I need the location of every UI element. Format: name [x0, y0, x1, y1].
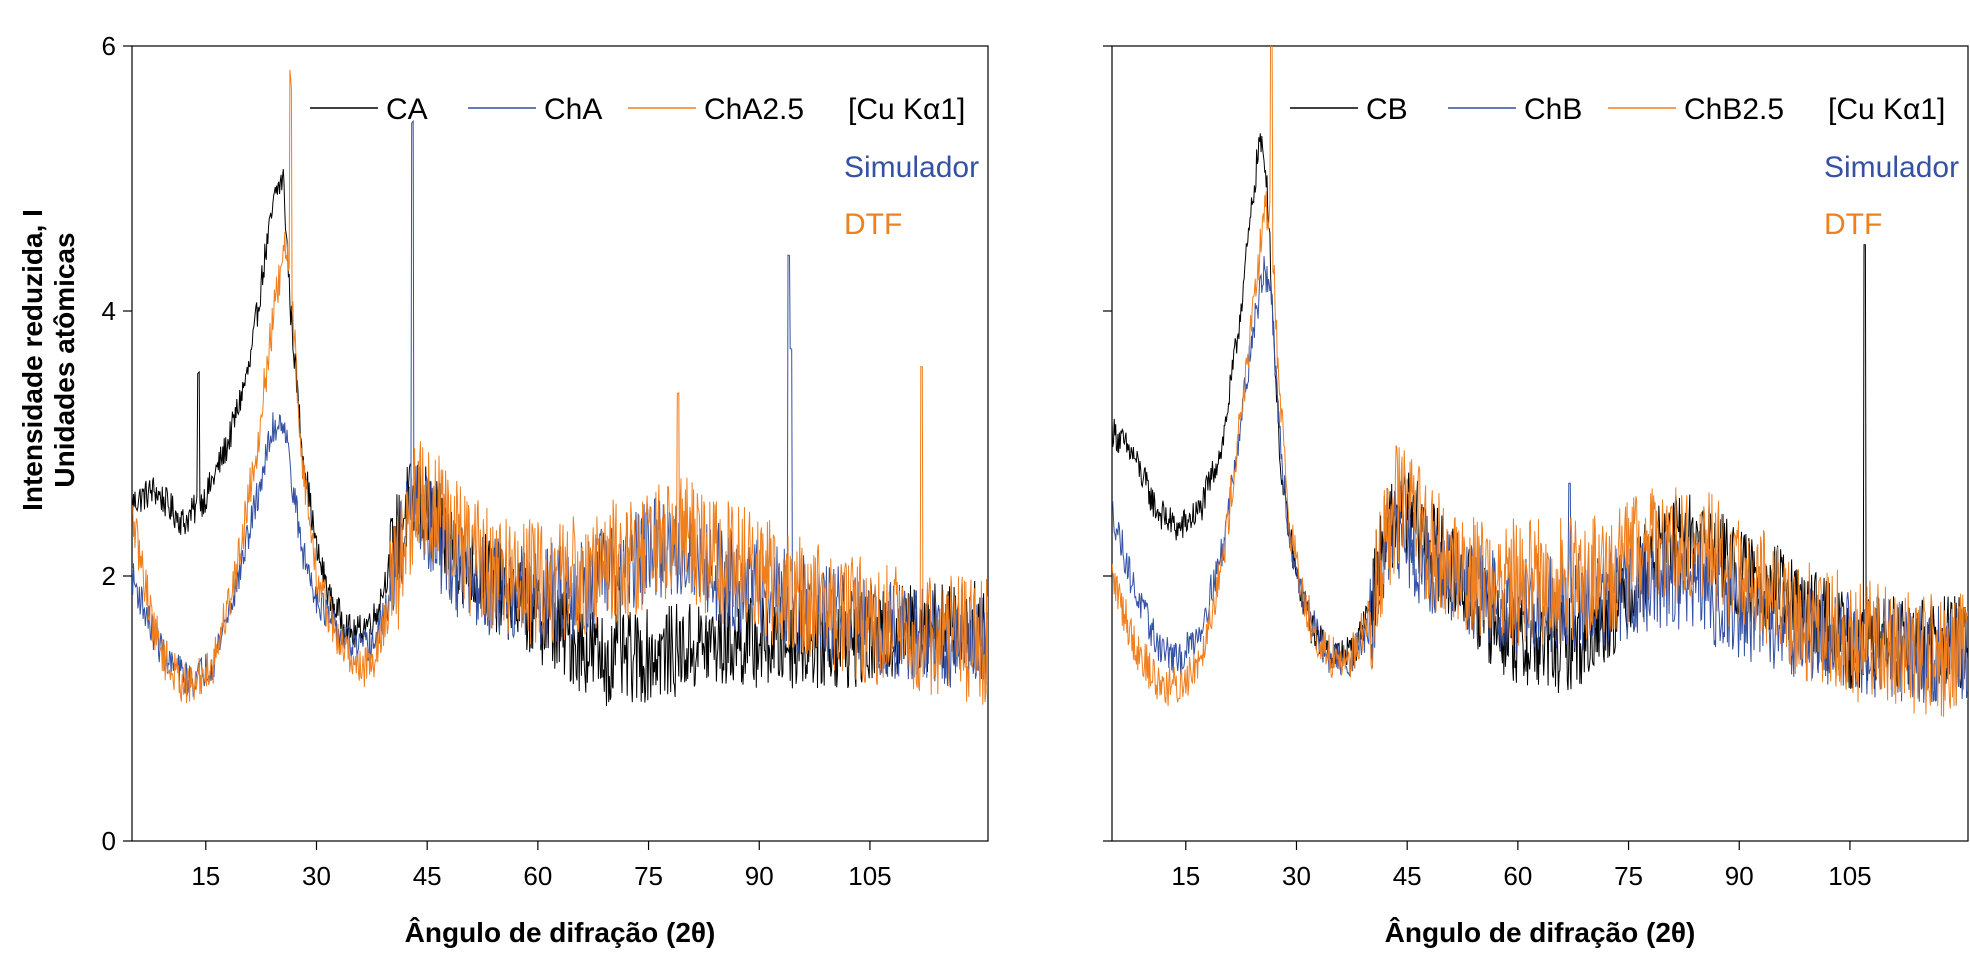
y-axis-label-line2: Unidades atômicas [49, 232, 80, 487]
right-legend: CB ChB ChB2.5 [Cu Kα1] Simulador DTF [1290, 93, 1959, 241]
right-x-tick-label: 105 [1828, 861, 1871, 891]
left-y-tick-label: 4 [102, 296, 116, 326]
left-legend-label: ChA [544, 93, 602, 126]
left-x-tick-label: 90 [745, 861, 774, 891]
right-plot-frame [1111, 45, 1969, 842]
left-x-tick-label: 105 [848, 861, 891, 891]
right-legend-label: ChB [1524, 93, 1582, 126]
left-annotation-dtf: DTF [844, 208, 902, 241]
right-series-chb2-5 [1112, 46, 1968, 718]
left-x-tick-label: 60 [523, 861, 552, 891]
left-y-tick-label: 6 [102, 31, 116, 61]
right-legend-label: ChB2.5 [1684, 93, 1784, 126]
right-x-tick-label: 90 [1725, 861, 1754, 891]
left-x-tick-label: 30 [302, 861, 331, 891]
left-x-tick-label: 15 [191, 861, 220, 891]
left-chart-panel: 15 30 45 60 75 90 105 0 2 4 6 CA ChA ChA2.5 [Cu Kα1] S… [102, 31, 989, 948]
left-legend-label: ChA2.5 [704, 93, 804, 126]
right-series-cb [1112, 133, 1968, 694]
left-y-tick-label: 2 [102, 561, 116, 591]
right-x-tick-label: 30 [1282, 861, 1311, 891]
right-x-tick-label: 75 [1614, 861, 1643, 891]
right-chart-panel: 15 30 45 60 75 90 105 CB ChB ChB2.5 [Cu Kα1] Simul… [1103, 45, 1969, 948]
right-radiation-note: [Cu Kα1] [1828, 93, 1945, 126]
right-annotation-dtf: DTF [1824, 208, 1882, 241]
left-y-tick-label: 0 [102, 826, 116, 856]
left-x-tick-label: 75 [634, 861, 663, 891]
y-axis-label-line1: Intensidade reduzida, I [17, 209, 48, 511]
right-x-tick-label: 15 [1171, 861, 1200, 891]
left-annotation-simulador: Simulador [844, 151, 979, 184]
left-series-cha2-5 [132, 69, 988, 705]
left-series-ca [132, 169, 988, 707]
left-x-axis-label: Ângulo de difração (2θ) [405, 917, 716, 948]
right-x-tick-label: 60 [1503, 861, 1532, 891]
left-plot-frame [131, 45, 989, 842]
right-legend-label: CB [1366, 93, 1408, 126]
left-series-cha [132, 119, 988, 698]
right-annotation-simulador: Simulador [1824, 151, 1959, 184]
left-legend: CA ChA ChA2.5 [Cu Kα1] Simulador DTF [310, 93, 979, 241]
left-x-tick-label: 45 [413, 861, 442, 891]
left-radiation-note: [Cu Kα1] [848, 93, 965, 126]
right-x-axis-label: Ângulo de difração (2θ) [1385, 917, 1696, 948]
left-legend-label: CA [386, 93, 428, 126]
right-x-tick-label: 45 [1393, 861, 1422, 891]
